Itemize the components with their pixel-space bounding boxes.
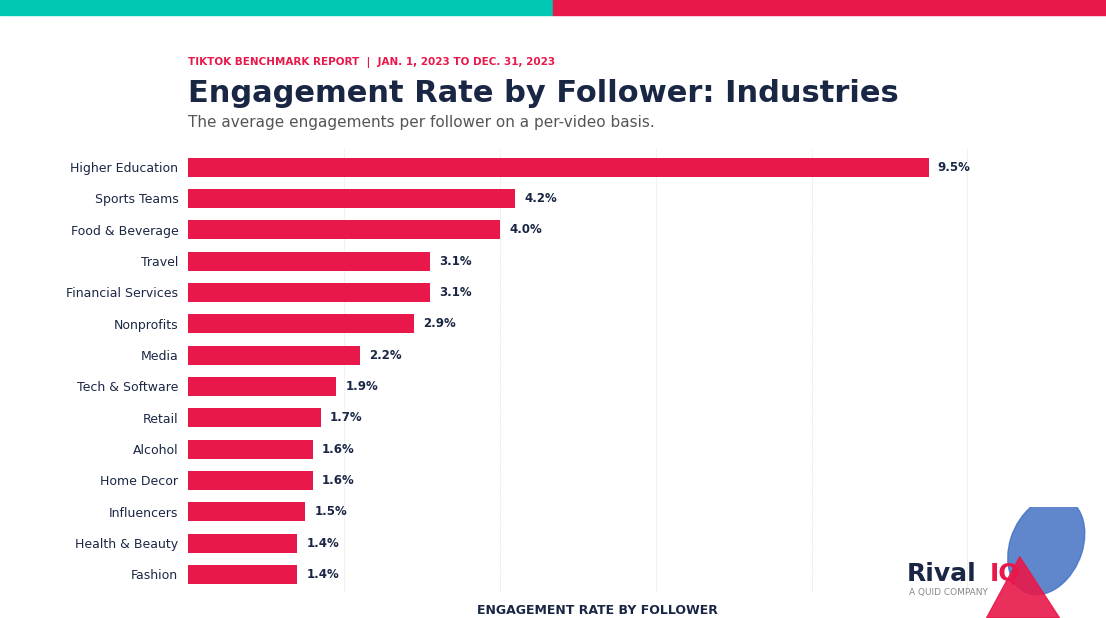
Bar bbox=[188, 158, 929, 177]
Bar bbox=[188, 221, 500, 239]
Bar bbox=[188, 408, 321, 427]
Bar bbox=[188, 471, 313, 490]
Text: 1.4%: 1.4% bbox=[306, 536, 340, 549]
Bar bbox=[188, 283, 429, 302]
Text: TIKTOK BENCHMARK REPORT  |  JAN. 1, 2023 TO DEC. 31, 2023: TIKTOK BENCHMARK REPORT | JAN. 1, 2023 T… bbox=[188, 57, 555, 68]
Bar bbox=[188, 315, 414, 333]
Polygon shape bbox=[987, 557, 1060, 618]
X-axis label: ENGAGEMENT RATE BY FOLLOWER: ENGAGEMENT RATE BY FOLLOWER bbox=[477, 604, 718, 617]
Text: 3.1%: 3.1% bbox=[439, 255, 471, 268]
Text: IQ: IQ bbox=[990, 562, 1021, 586]
Text: 1.6%: 1.6% bbox=[322, 474, 355, 487]
Text: 1.5%: 1.5% bbox=[314, 506, 347, 519]
Text: 2.2%: 2.2% bbox=[369, 349, 401, 362]
Text: Engagement Rate by Follower: Industries: Engagement Rate by Follower: Industries bbox=[188, 79, 899, 108]
Text: 3.1%: 3.1% bbox=[439, 286, 471, 299]
Text: The average engagements per follower on a per-video basis.: The average engagements per follower on … bbox=[188, 115, 655, 130]
Bar bbox=[188, 502, 305, 521]
Bar bbox=[188, 345, 359, 365]
Bar bbox=[188, 189, 515, 208]
Bar bbox=[188, 252, 429, 271]
Bar bbox=[553, 0, 1106, 15]
Bar bbox=[188, 565, 298, 584]
Text: 1.6%: 1.6% bbox=[322, 442, 355, 455]
Text: 9.5%: 9.5% bbox=[938, 161, 971, 174]
Text: Rival: Rival bbox=[907, 562, 977, 586]
Bar bbox=[0, 0, 553, 15]
Text: A QUID COMPANY: A QUID COMPANY bbox=[909, 588, 988, 596]
Text: 4.0%: 4.0% bbox=[509, 223, 542, 236]
Text: 1.9%: 1.9% bbox=[345, 380, 378, 393]
Bar bbox=[188, 534, 298, 552]
Ellipse shape bbox=[1008, 497, 1085, 595]
Text: 1.7%: 1.7% bbox=[330, 412, 363, 425]
Text: 1.4%: 1.4% bbox=[306, 568, 340, 581]
Text: 2.9%: 2.9% bbox=[424, 317, 456, 330]
Bar bbox=[188, 377, 336, 396]
Text: 4.2%: 4.2% bbox=[524, 192, 557, 205]
Bar bbox=[188, 440, 313, 459]
